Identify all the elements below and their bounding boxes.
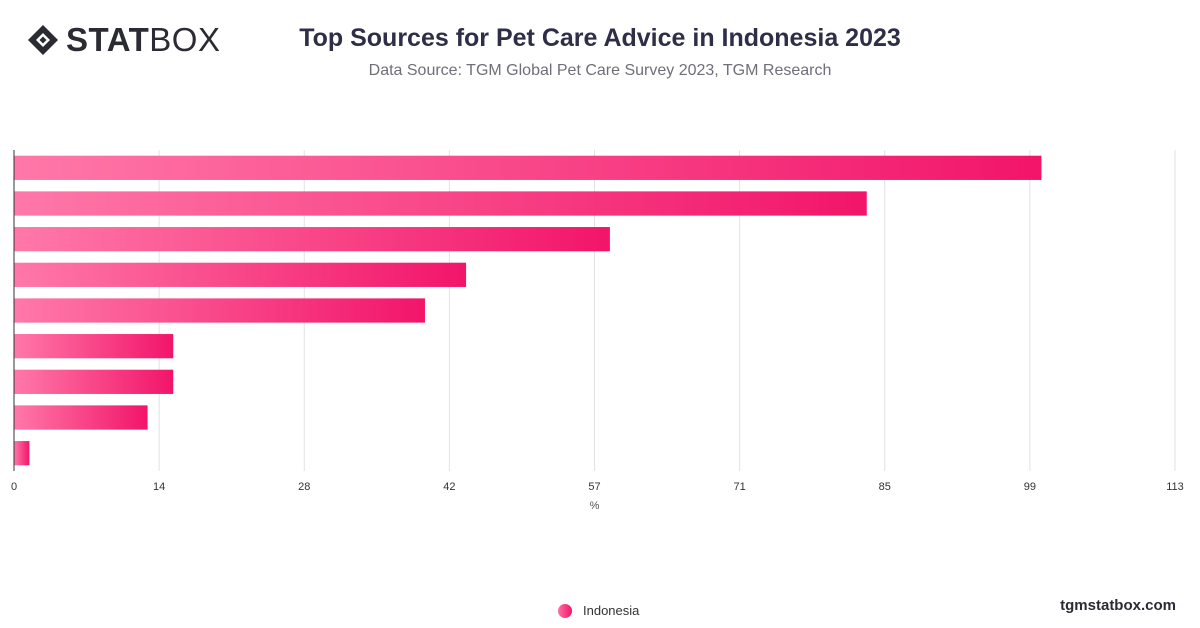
diamond-logo-icon	[28, 25, 58, 55]
logo-text-light: BOX	[149, 21, 221, 58]
x-axis-label: %	[590, 500, 600, 512]
site-url[interactable]: tgmstatbox.com	[1060, 597, 1176, 614]
x-tick-label: 0	[11, 481, 17, 493]
statbox-logo: STAT BOX	[26, 22, 220, 58]
legend-label: Indonesia	[583, 603, 640, 618]
bar[interactable]	[14, 298, 425, 323]
chart-title: Top Sources for Pet Care Advice in Indon…	[299, 24, 901, 52]
x-tick-label: 113	[1166, 481, 1184, 493]
legend-marker	[558, 603, 572, 618]
x-tick-label: 28	[298, 481, 310, 493]
x-tick-label: 99	[1024, 481, 1036, 493]
x-tick-label: 42	[443, 481, 455, 493]
bar[interactable]	[14, 155, 1042, 180]
bars	[14, 155, 1042, 466]
logo-text-bold: STAT	[66, 21, 150, 58]
bar[interactable]	[14, 405, 148, 430]
bar[interactable]	[14, 334, 174, 359]
bar[interactable]	[14, 191, 867, 216]
legend[interactable]: Indonesia	[558, 603, 639, 618]
x-tick-label: 14	[153, 481, 165, 493]
x-tick-label: 57	[588, 481, 600, 493]
bar[interactable]	[14, 441, 30, 466]
bar[interactable]	[14, 369, 174, 394]
x-tick-label: 85	[879, 481, 891, 493]
bar[interactable]	[14, 262, 467, 287]
grid-lines	[158, 150, 1176, 471]
chart-subtitle: Data Source: TGM Global Pet Care Survey …	[368, 62, 832, 79]
bar[interactable]	[14, 227, 610, 252]
x-tick-label: 71	[734, 481, 746, 493]
x-axis-ticks: 0 14 28 42 57 71 85 99 113	[11, 481, 1184, 493]
logo-wordmark: STAT BOX	[66, 22, 220, 58]
